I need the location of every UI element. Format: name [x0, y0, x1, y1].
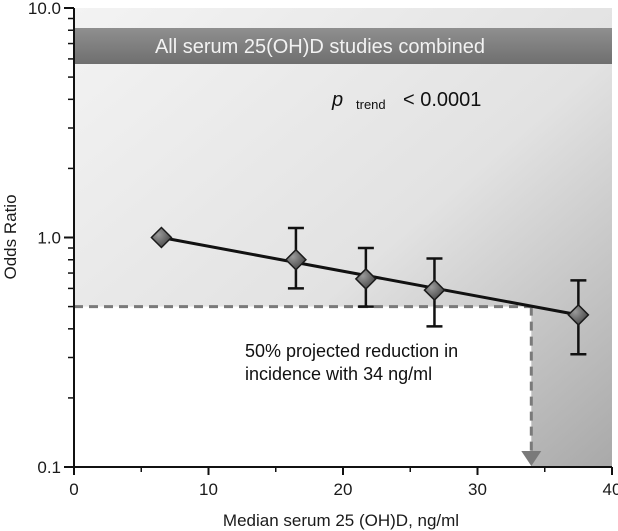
y-tick-label: 1.0 [37, 229, 61, 248]
data-point [423, 279, 446, 302]
x-tick-label: 10 [199, 480, 218, 499]
x-tick-label: 20 [334, 480, 353, 499]
y-tick-label: 10.0 [28, 0, 61, 18]
x-axis-title: Median serum 25 (OH)D, ng/ml [223, 511, 459, 530]
data-point [354, 267, 377, 290]
x-tick-label: 30 [468, 480, 487, 499]
data-point [284, 248, 307, 271]
p-trend-label: p trend < 0.0001 [331, 89, 481, 112]
x-tick-label: 40 [603, 480, 618, 499]
p-symbol: p [331, 89, 343, 111]
banner-title: All serum 25(OH)D studies combined [155, 36, 485, 58]
projection-arrowhead [521, 451, 542, 466]
p-value: < 0.0001 [403, 89, 481, 111]
annotation-line-2: incidence with 34 ng/ml [245, 364, 432, 384]
white-projection-region [74, 306, 532, 467]
data-point [150, 226, 173, 249]
chart-axes: 0 10 20 30 40 0.1 1.0 10.0 [28, 0, 618, 499]
p-subscript: trend [356, 97, 386, 112]
y-axis-title: Odds Ratio [1, 194, 20, 279]
data-point [567, 303, 590, 326]
annotation-line-1: 50% projected reduction in [245, 341, 458, 361]
x-tick-label: 0 [69, 480, 78, 499]
chart-marks [150, 226, 590, 356]
y-tick-label: 0.1 [37, 458, 61, 477]
title-banner [74, 28, 612, 64]
